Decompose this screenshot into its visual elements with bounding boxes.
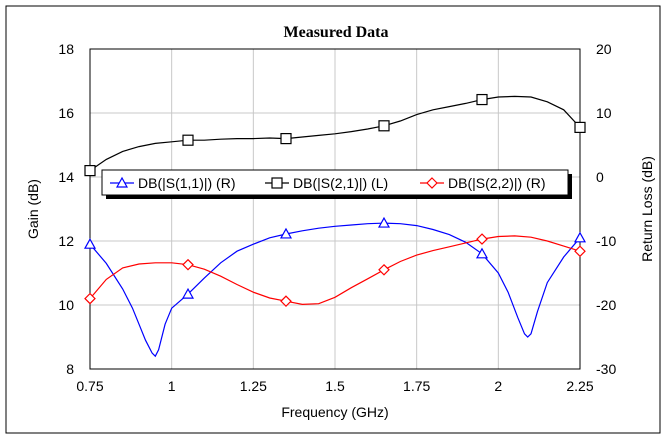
- y-left-tick-labels: 8 10 12 14 16 18: [58, 41, 74, 377]
- y-right-tick-label: -10: [596, 233, 616, 249]
- series-marker: [279, 227, 293, 239]
- series-marker: [476, 233, 488, 245]
- x-tick-label: 1.75: [403, 378, 430, 394]
- series-line: [89, 222, 581, 358]
- series-marker: [475, 247, 489, 259]
- y-left-axis-title: Gain (dB): [25, 179, 41, 239]
- series-line: [89, 235, 581, 306]
- outer-frame: [5, 5, 661, 434]
- legend-items: DB(|S(1,1)|) (R) DB(|S(2,1)|) (L) DB(|S(2,…: [110, 175, 546, 191]
- series-marker: [574, 245, 586, 258]
- x-tick-label: 1.5: [325, 378, 345, 394]
- series-marker: [181, 287, 195, 299]
- series-marker: [84, 165, 96, 177]
- legend-marker: [426, 177, 438, 189]
- y-left-tick-label: 14: [58, 169, 74, 185]
- x-axis-title: Frequency (GHz): [281, 404, 388, 420]
- series-marker: [476, 93, 488, 106]
- series-2: [84, 93, 586, 177]
- series-marker: [83, 237, 97, 249]
- legend-label: DB(|S(1,1)|) (R): [138, 175, 236, 191]
- series-1: [83, 216, 587, 358]
- series-marker: [377, 216, 391, 228]
- x-tick-label: 2: [494, 378, 502, 394]
- y-right-tick-label: 10: [596, 105, 612, 121]
- y-left-tick-label: 8: [66, 361, 74, 377]
- legend-marker: [271, 177, 283, 189]
- plot-area-border: [89, 48, 581, 370]
- y-right-axis-title: Return Loss (dB): [639, 156, 655, 262]
- x-tick-label: 2.25: [566, 378, 593, 394]
- series-layer: [83, 93, 587, 358]
- legend-label: DB(|S(2,2)|) (R): [448, 175, 546, 191]
- series-marker: [574, 121, 586, 134]
- series-marker: [280, 133, 292, 145]
- y-left-tick-label: 12: [58, 233, 74, 249]
- y-right-tick-label: -20: [596, 297, 616, 313]
- x-tick-labels: 0.75 1 1.25 1.5 1.75 2 2.25: [76, 378, 593, 394]
- series-marker: [573, 231, 587, 243]
- legend: DB(|S(1,1)|) (R) DB(|S(2,1)|) (L) DB(|S(2,…: [101, 169, 572, 199]
- series-marker: [182, 134, 194, 146]
- series-marker: [182, 258, 194, 271]
- series-marker: [84, 292, 96, 305]
- y-right-tick-label: 20: [596, 41, 612, 57]
- y-right-tick-labels: -30 -20 -10 0 10 20: [596, 41, 616, 377]
- y-left-tick-label: 10: [58, 297, 74, 313]
- y-left-tick-label: 18: [58, 41, 74, 57]
- legend-label: DB(|S(2,1)|) (L): [293, 175, 388, 191]
- series-3: [84, 233, 586, 308]
- x-tick-label: 1: [168, 378, 176, 394]
- chart-title: Measured Data: [283, 24, 388, 41]
- y-right-tick-label: -30: [596, 361, 616, 377]
- x-tick-label: 0.75: [76, 378, 103, 394]
- y-left-tick-label: 16: [58, 105, 74, 121]
- series-line: [89, 95, 581, 172]
- series-marker: [378, 120, 390, 132]
- series-marker: [378, 263, 390, 276]
- series-marker: [280, 295, 292, 308]
- legend-marker: [115, 176, 129, 188]
- y-right-tick-label: 0: [596, 169, 604, 185]
- legend-box: [101, 169, 569, 196]
- x-tick-label: 1.25: [240, 378, 267, 394]
